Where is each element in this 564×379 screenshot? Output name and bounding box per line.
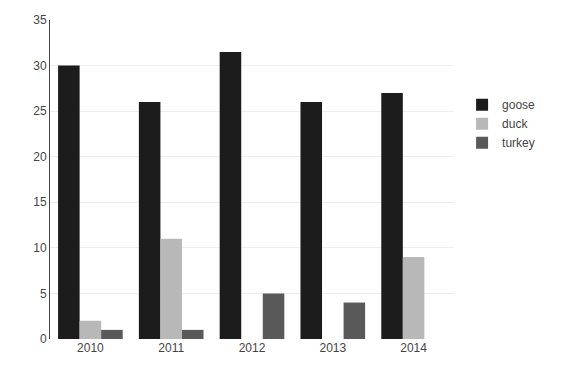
svg-text:20: 20: [33, 150, 47, 164]
svg-text:turkey: turkey: [502, 136, 535, 150]
svg-text:2011: 2011: [158, 341, 184, 355]
svg-text:10: 10: [33, 241, 47, 255]
svg-text:2012: 2012: [239, 341, 266, 355]
svg-text:2014: 2014: [400, 341, 427, 355]
svg-text:15: 15: [33, 195, 47, 209]
svg-text:2010: 2010: [77, 341, 104, 355]
svg-text:duck: duck: [502, 117, 528, 131]
svg-text:35: 35: [33, 13, 47, 27]
svg-text:0: 0: [40, 332, 47, 346]
svg-text:5: 5: [40, 287, 47, 301]
svg-text:2013: 2013: [319, 341, 346, 355]
svg-text:30: 30: [33, 59, 47, 73]
svg-text:25: 25: [33, 104, 47, 118]
svg-text:goose: goose: [502, 98, 535, 112]
